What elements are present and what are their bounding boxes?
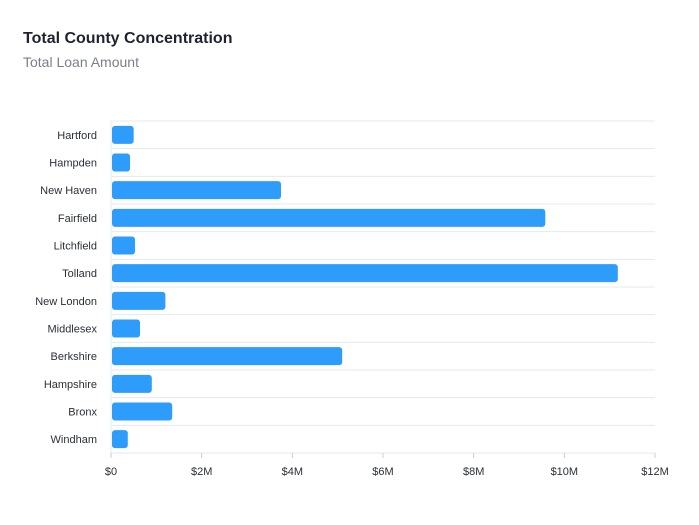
bar-fairfield: [112, 208, 546, 227]
bar-tolland: [112, 264, 618, 283]
bar-bronx: [112, 402, 173, 421]
category-label: Bronx: [68, 407, 97, 419]
x-tick-label: $10M: [551, 466, 579, 478]
category-label: Tolland: [62, 268, 97, 280]
bar-berkshire: [112, 347, 343, 366]
category-label: Hartford: [57, 130, 97, 142]
category-label: Windham: [51, 434, 97, 446]
category-label: Litchfield: [54, 241, 97, 253]
category-label: New Haven: [40, 185, 97, 197]
bar-windham: [112, 430, 128, 449]
category-label: Fairfield: [58, 213, 97, 225]
bar-hampden: [112, 153, 131, 172]
bar-middlesex: [112, 319, 141, 338]
category-label: New London: [35, 296, 97, 308]
chart-title: Total County Concentration: [23, 30, 233, 47]
category-label: Berkshire: [51, 351, 97, 363]
category-label: Hampshire: [44, 379, 97, 391]
x-tick-label: $2M: [191, 466, 212, 478]
category-label: Hampden: [49, 158, 97, 170]
x-tick-label: $4M: [282, 466, 303, 478]
x-tick-label: $6M: [372, 466, 393, 478]
bar-new-haven: [112, 181, 281, 200]
x-tick-label: $0: [105, 466, 117, 478]
category-label: Middlesex: [47, 324, 97, 336]
x-tick-label: $12M: [641, 466, 669, 478]
bar-litchfield: [112, 236, 136, 255]
bar-hartford: [112, 125, 134, 144]
bar-new-london: [112, 291, 166, 310]
x-tick-label: $8M: [463, 466, 484, 478]
bar-hampshire: [112, 374, 152, 393]
chart-subtitle: Total Loan Amount: [23, 54, 139, 70]
